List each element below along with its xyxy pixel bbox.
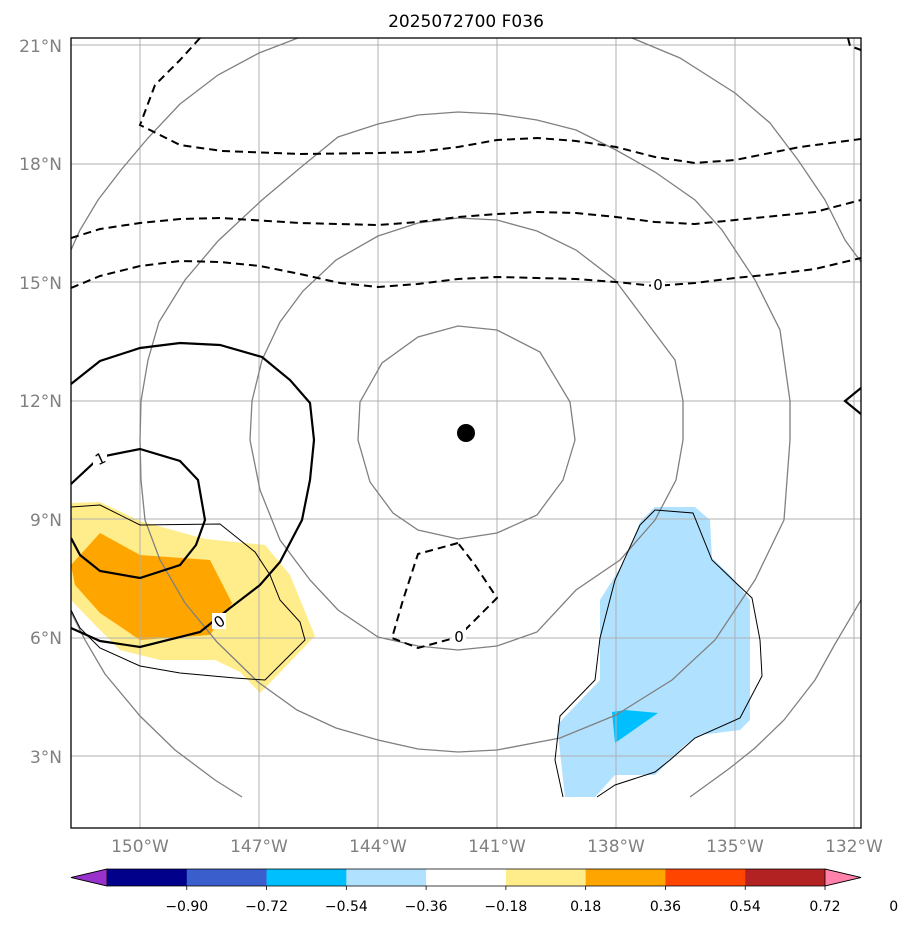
storm-center-dot [457, 424, 475, 442]
lon-label: 144°W [349, 837, 407, 857]
lon-label: 150°W [111, 837, 169, 857]
colorbar-tick-label: 0.72 [809, 899, 840, 915]
colorbar-tick-label: 0.36 [650, 899, 681, 915]
colorbar-tick-label: −0.90 [165, 899, 208, 915]
lightblue-shading-east [557, 507, 750, 797]
lon-label: 135°W [706, 837, 764, 857]
lat-label: 9°N [30, 511, 62, 531]
lat-label: 18°N [19, 155, 62, 175]
lon-label: 132°W [825, 837, 883, 857]
solid-contours [71, 341, 861, 649]
colorbar-segment [665, 869, 746, 886]
colorbar-extend-high [824, 868, 862, 887]
colorbar-segment [346, 869, 427, 886]
colorbar-segment [107, 869, 188, 886]
colorbar-tick-label: 0.18 [570, 899, 601, 915]
colorbar-segment [505, 869, 587, 886]
range-rings [71, 38, 861, 798]
longitude-labels: 150°W 147°W 144°W 141°W 138°W 135°W 132°… [111, 837, 883, 857]
colorbar-tick-label: −0.54 [325, 899, 368, 915]
lat-label: 6°N [30, 629, 62, 649]
colorbar-tick-label: −0.72 [245, 899, 288, 915]
colorbar-tick-label: 0.90 [889, 899, 898, 915]
lat-label: 3°N [30, 748, 62, 768]
colorbar-extend-low [70, 868, 108, 887]
lon-label: 138°W [587, 837, 645, 857]
lon-label: 147°W [230, 837, 288, 857]
colorbar-segment [266, 869, 347, 886]
dashed-contours [71, 38, 861, 650]
contour-label-zero-north: 0 [653, 276, 663, 294]
lon-label: 141°W [468, 837, 526, 857]
contour-labels: 0 0 1 0 [92, 276, 665, 646]
map-title: 2025072700 F036 [388, 12, 544, 32]
colorbar-tick-label: −0.36 [405, 899, 448, 915]
colorbar-segment [585, 869, 666, 886]
colorbar-segment [186, 869, 268, 886]
lat-label: 21°N [19, 37, 62, 57]
colorbar-tick-label: −0.18 [484, 899, 527, 915]
lat-label: 15°N [19, 274, 62, 294]
colorbar-segment [426, 869, 507, 886]
colorbar-outline [70, 868, 862, 887]
colorbar: −0.90 −0.72 −0.54 −0.36 −0.18 0.18 0.36 0.54 0.7… [70, 868, 898, 915]
lat-label: 12°N [19, 392, 62, 412]
thin-black-contours [71, 504, 763, 798]
colorbar-segment [745, 869, 826, 886]
contour-label-zero-south: 0 [454, 628, 464, 646]
colorbar-tick-label: 0.54 [730, 899, 761, 915]
map-frame [70, 37, 862, 829]
latitude-labels: 21°N 18°N 15°N 12°N 9°N 6°N 3°N [19, 37, 62, 768]
map-plot-area: 0 0 1 0 [71, 38, 861, 828]
yellow-shading-west [71, 502, 315, 693]
